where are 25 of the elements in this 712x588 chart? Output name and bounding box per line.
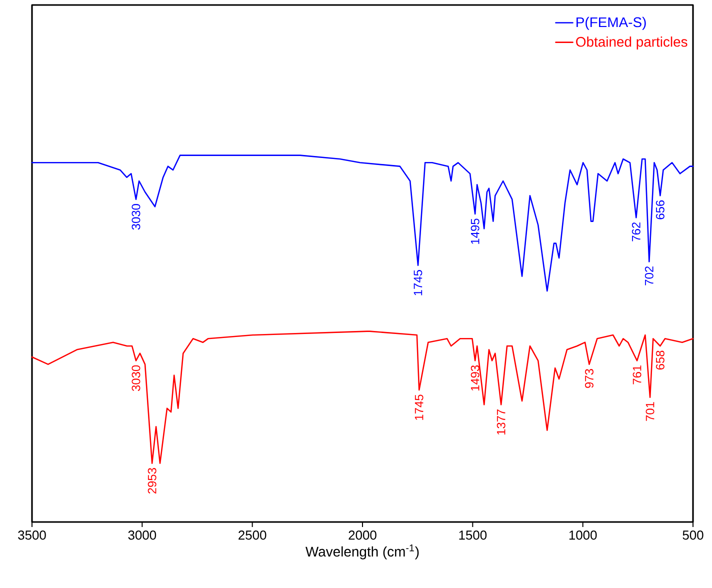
x-tick-label: 1000 — [569, 530, 597, 540]
annotation: 1745 — [414, 270, 422, 296]
x-tick-label: 500 — [682, 530, 704, 540]
x-tick-label: 3500 — [18, 530, 46, 540]
annotation: 656 — [656, 200, 664, 220]
annotation: 761 — [632, 365, 642, 384]
x-tick-label: 3000 — [128, 530, 156, 540]
x-tick-label: 1500 — [459, 530, 487, 540]
annotation: 3030 — [132, 365, 140, 392]
annotation: 1493 — [470, 365, 480, 391]
legend-label: P(FEMA-S) — [576, 16, 646, 30]
annotation: 701 — [646, 402, 654, 421]
annotation: 2953 — [148, 468, 156, 494]
x-axis-title: Wavelength (cm$^{-1}$) — [306, 544, 419, 560]
annotation: 702 — [644, 266, 654, 286]
annotation: 1495 — [470, 218, 480, 244]
x-tick-label: 2000 — [348, 530, 376, 540]
legend-label: Obtained particles — [576, 36, 688, 50]
annotation: 1745 — [414, 394, 424, 420]
annotation: 762 — [632, 222, 640, 242]
annotation: 973 — [584, 369, 594, 388]
annotation: 658 — [656, 350, 664, 370]
x-tick-label: 2500 — [238, 530, 266, 540]
annotation: 1377 — [496, 409, 506, 435]
annotation: 3030 — [132, 204, 140, 230]
